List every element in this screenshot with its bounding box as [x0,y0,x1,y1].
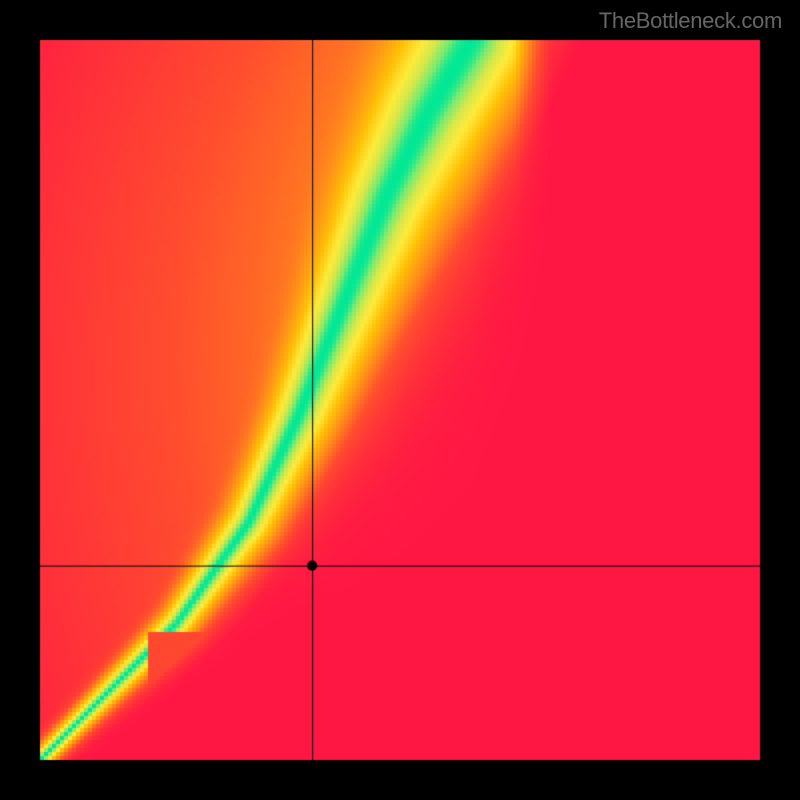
chart-container: TheBottleneck.com [0,0,800,800]
watermark-text: TheBottleneck.com [599,8,782,34]
bottleneck-heatmap [0,0,800,800]
